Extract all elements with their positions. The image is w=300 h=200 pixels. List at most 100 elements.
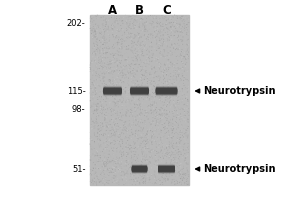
Point [112,61,117,64]
Point [139,109,144,112]
Point [112,110,117,113]
Point [111,153,116,156]
Point [117,49,122,53]
Point [135,88,140,92]
Point [121,68,125,71]
Point [172,105,176,108]
Point [88,93,93,96]
Point [88,23,93,26]
Point [178,52,183,56]
Point [138,41,142,44]
Point [101,162,106,165]
Point [115,179,119,182]
Point [165,45,170,48]
Point [181,176,186,179]
Point [144,138,148,141]
FancyBboxPatch shape [157,90,176,93]
Point [177,32,182,35]
Point [178,31,182,34]
Point [133,153,137,156]
Point [99,73,104,76]
Point [172,63,177,66]
Point [134,17,139,20]
Point [89,120,94,123]
Point [120,154,125,157]
Point [98,173,103,176]
Point [127,88,131,91]
Point [144,142,149,145]
Point [185,98,190,101]
Point [153,82,158,85]
Point [122,81,126,84]
Point [129,168,134,172]
Point [94,149,99,152]
Point [155,173,160,176]
Point [127,36,132,39]
Point [142,30,146,33]
Point [112,54,117,57]
Point [144,38,149,42]
Point [98,156,103,160]
Point [120,69,124,72]
Point [153,36,158,39]
Point [165,113,170,116]
Point [148,123,153,126]
Point [179,118,184,122]
Point [112,60,116,63]
Point [184,52,188,55]
Point [150,88,154,91]
Point [174,29,178,32]
Point [157,162,161,165]
Point [108,78,112,81]
Point [137,96,142,100]
Point [136,22,140,25]
Point [111,70,116,74]
Point [156,30,161,33]
Point [163,92,167,95]
Point [95,34,100,37]
Point [180,39,184,43]
Point [117,71,122,74]
Point [113,135,118,138]
Point [176,75,181,78]
Point [115,39,120,42]
Point [98,97,103,101]
Point [113,140,118,143]
Point [131,63,136,67]
Point [169,143,174,146]
Point [117,69,122,72]
Point [90,27,95,30]
Point [182,159,187,163]
Point [99,58,103,61]
Point [174,102,178,105]
Point [153,175,158,178]
Point [157,97,161,100]
Point [123,14,128,17]
Point [154,139,158,142]
Point [124,105,129,108]
Point [155,115,160,118]
Point [141,15,146,18]
Point [138,136,142,139]
Point [106,62,111,66]
Point [93,64,98,67]
Point [116,63,120,66]
Point [134,115,139,118]
Point [110,172,115,175]
Point [148,149,153,153]
Point [162,178,167,181]
Point [109,119,113,123]
Point [160,23,165,26]
Point [112,131,117,134]
Point [128,172,133,175]
Point [170,92,175,95]
Point [110,159,115,162]
Point [111,15,116,18]
Point [158,17,162,20]
Point [89,95,94,98]
Point [91,36,96,39]
Point [152,31,157,35]
Point [111,110,116,113]
Point [125,153,130,156]
Point [135,88,140,91]
